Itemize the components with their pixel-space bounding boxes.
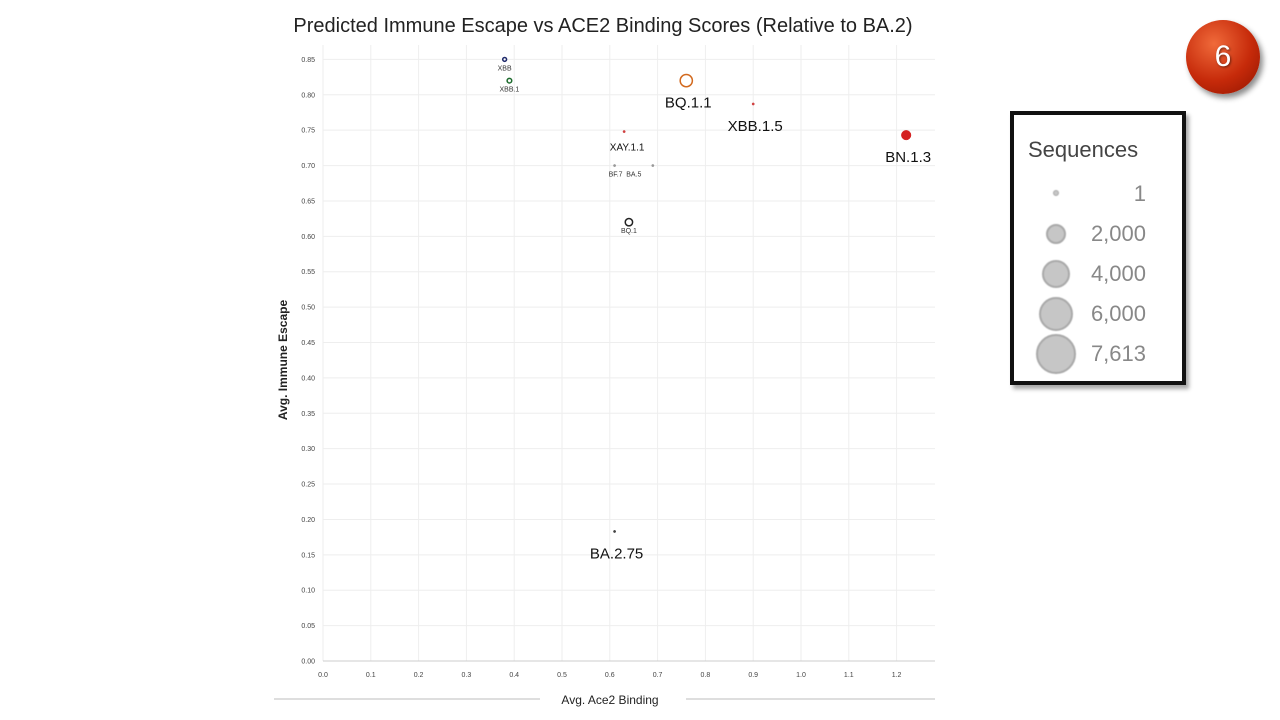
y-axis-title: Avg. Immune Escape (276, 300, 290, 421)
data-point-bn-1-3 (901, 130, 912, 141)
x-tick-label: 1.2 (892, 672, 902, 679)
data-point-bq-1-1 (679, 73, 694, 88)
legend-item-label: 1 (1133, 181, 1146, 206)
y-axis-ticks: 0.00 0.05 0.10 0.15 0.20 0.25 0.30 0.35 0.40 0.45… (301, 57, 315, 666)
data-label: XAY.1.1 (610, 143, 645, 154)
y-tick-label: 0.20 (301, 517, 315, 524)
chart-title: Predicted Immune Escape vs ACE2 Binding … (293, 15, 912, 37)
data-point-xay-1-1 (622, 130, 626, 134)
x-axis-title-group: Avg. Ace2 Binding (274, 693, 935, 707)
data-point-xbb-1-5 (751, 102, 755, 106)
x-tick-label: 1.0 (796, 672, 806, 679)
legend-item: 6,000 (1014, 293, 1182, 333)
data-label: BF.7 (609, 172, 623, 179)
y-tick-label: 0.00 (301, 659, 315, 666)
y-tick-label: 0.60 (301, 234, 315, 241)
y-tick-label: 0.70 (301, 163, 315, 170)
data-label: BQ.1.1 (665, 95, 712, 112)
chart-grid (322, 45, 935, 662)
data-point-bq-1 (624, 217, 634, 227)
legend-size-dot (1039, 297, 1073, 331)
data-point-xbb-1 (506, 77, 513, 84)
y-tick-label: 0.40 (301, 375, 315, 382)
x-tick-label: 0.2 (414, 672, 424, 679)
legend-item: 2,000 (1014, 213, 1182, 253)
x-axis-title: Avg. Ace2 Binding (561, 693, 658, 707)
y-tick-label: 0.05 (301, 623, 315, 630)
legend-title: Sequences (1028, 137, 1139, 162)
data-label: BA.2.75 (590, 545, 643, 562)
legend-size-dot (1036, 334, 1076, 374)
y-tick-label: 0.45 (301, 340, 315, 347)
x-tick-label: 0.5 (557, 672, 567, 679)
legend-item-label: 6,000 (1090, 301, 1146, 326)
data-label: BN.1.3 (885, 149, 931, 166)
sequences-legend: Sequences 1 2,000 4,000 6,000 7,613 (1010, 111, 1186, 385)
y-tick-label: 0.85 (301, 57, 315, 64)
slide-number-badge: 6 (1186, 20, 1260, 94)
y-tick-label: 0.80 (301, 92, 315, 99)
data-point-xbb (501, 56, 508, 63)
slide-number: 6 (1214, 40, 1232, 73)
data-label: XBB (498, 65, 512, 72)
y-tick-label: 0.10 (301, 588, 315, 595)
y-tick-label: 0.65 (301, 198, 315, 205)
legend-item: 4,000 (1014, 253, 1182, 293)
y-tick-label: 0.35 (301, 411, 315, 418)
x-tick-label: 0.3 (462, 672, 472, 679)
legend-item-label: 4,000 (1090, 261, 1146, 286)
data-label: XBB.1.5 (728, 118, 783, 135)
x-tick-label: 0.4 (509, 672, 519, 679)
legend-item-label: 2,000 (1090, 221, 1146, 246)
x-tick-label: 0.1 (366, 672, 376, 679)
legend-item: 1 (1014, 173, 1182, 213)
data-label: XBB.1 (499, 87, 519, 94)
y-tick-label: 0.25 (301, 482, 315, 489)
legend-item-label: 7,613 (1090, 341, 1146, 366)
data-point-ba-5 (651, 164, 655, 167)
legend-item: 7,613 (1014, 333, 1182, 374)
data-point-ba-2-75 (613, 530, 617, 533)
data-point-bf-7 (613, 164, 617, 167)
legend-size-dot (1053, 190, 1059, 196)
y-tick-label: 0.15 (301, 552, 315, 559)
data-points (501, 56, 912, 533)
y-tick-label: 0.50 (301, 305, 315, 312)
x-axis-ticks: 0.0 0.1 0.2 0.3 0.4 0.5 0.6 0.7 0.8 0.9 1.0 1.1 1.2 (318, 672, 901, 679)
legend-size-dot (1046, 224, 1066, 244)
x-tick-label: 1.1 (844, 672, 854, 679)
y-tick-label: 0.55 (301, 269, 315, 276)
legend-size-dot (1042, 260, 1070, 288)
data-label: BQ.1 (621, 228, 637, 235)
y-tick-label: 0.30 (301, 446, 315, 453)
x-tick-label: 0.0 (318, 672, 328, 679)
x-tick-label: 0.9 (748, 672, 758, 679)
data-label: BA.5 (626, 172, 641, 179)
y-tick-label: 0.75 (301, 128, 315, 135)
x-tick-label: 0.7 (653, 672, 663, 679)
x-tick-label: 0.8 (701, 672, 711, 679)
x-tick-label: 0.6 (605, 672, 615, 679)
